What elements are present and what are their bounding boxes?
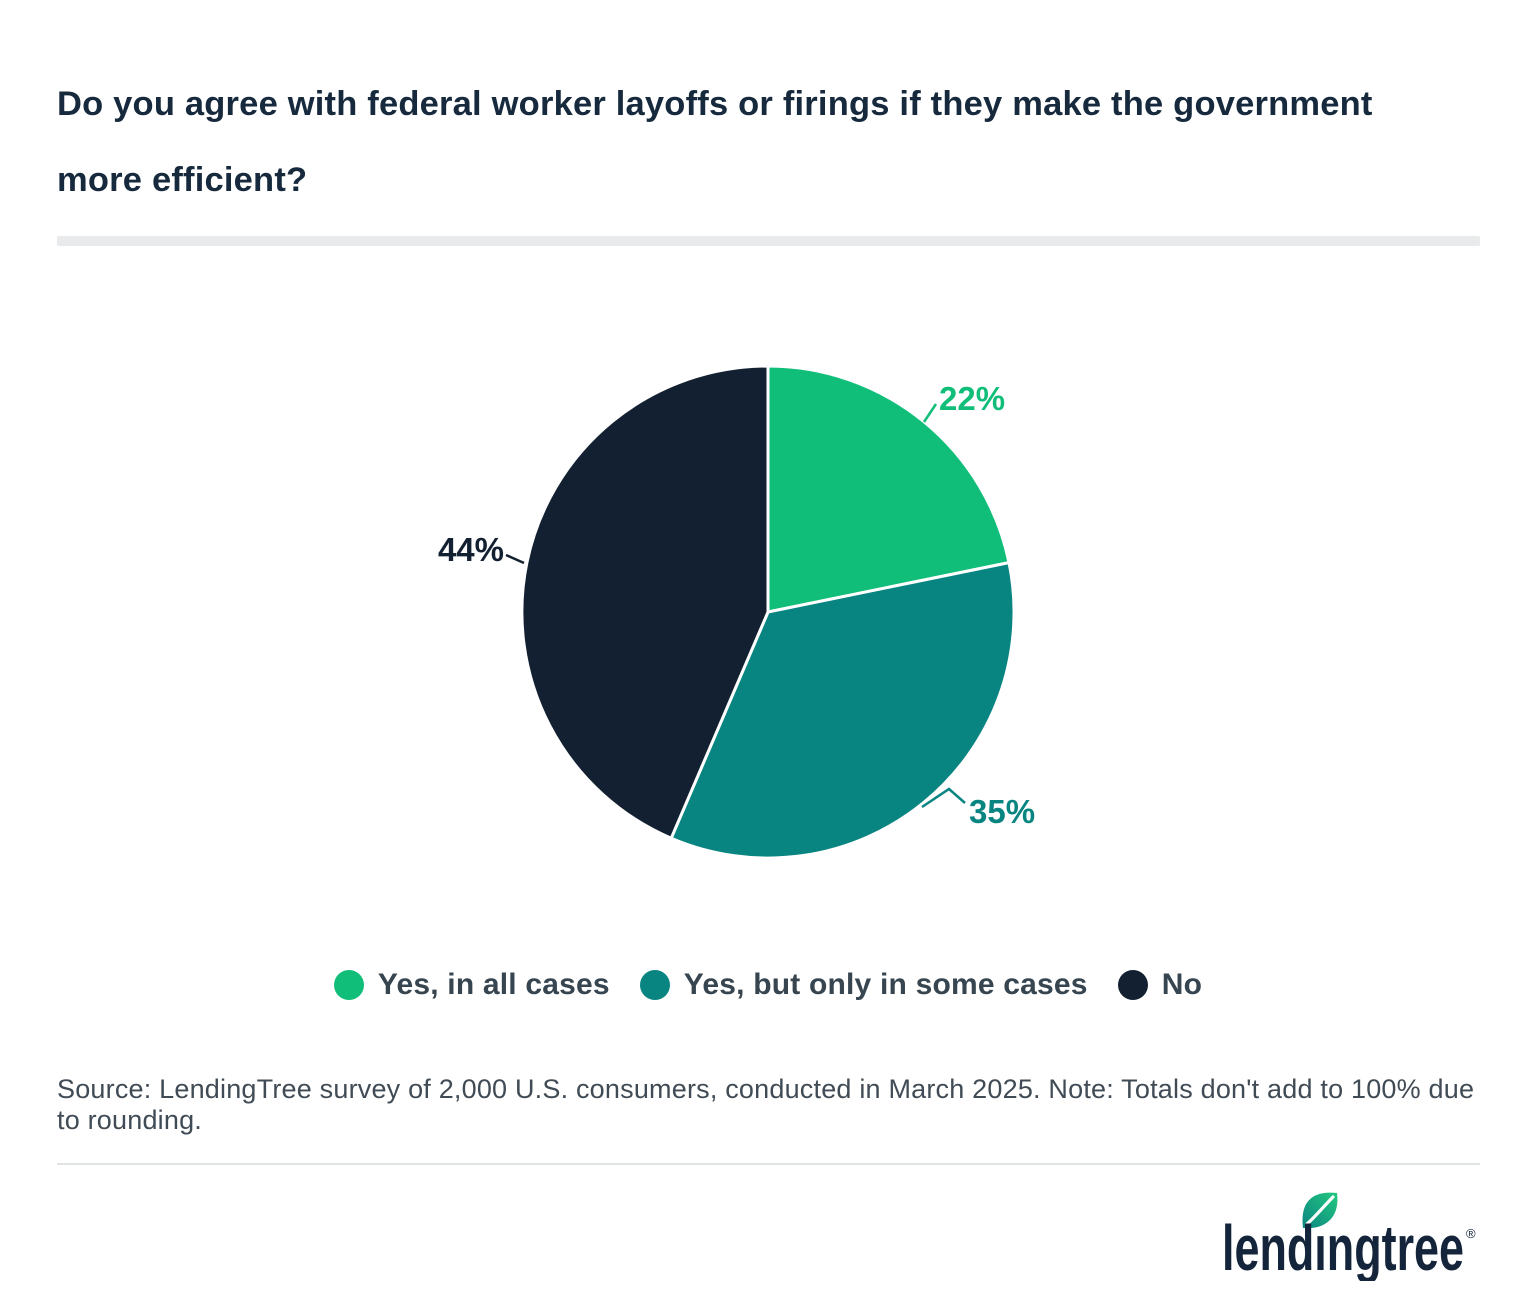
- pie-slice-label-1: 35%: [969, 793, 1035, 830]
- legend-dot-icon: [333, 970, 364, 1000]
- lendingtree-logo-svg: lendıngtree ®: [1222, 1192, 1476, 1284]
- pie-chart: 22% 35% 44%: [400, 340, 1140, 880]
- pie-slice-2: [520, 364, 770, 840]
- legend-label: Yes, but only in some cases: [683, 968, 1088, 1001]
- chart-title: Do you agree with federal worker layoffs…: [57, 85, 1373, 199]
- legend-label: Yes, in all cases: [377, 968, 610, 1001]
- legend-dot-icon: [639, 970, 670, 1000]
- chart-legend: Yes, in all cases Yes, but only in some c…: [0, 962, 1536, 1008]
- legend-item-0: Yes, in all cases: [333, 968, 610, 1002]
- legend-item-1: Yes, but only in some cases: [639, 968, 1088, 1002]
- legend-label: No: [1161, 968, 1203, 1001]
- source-note: Source: LendingTree survey of 2,000 U.S.…: [57, 1074, 1475, 1135]
- logo-registered-mark: ®: [1466, 1226, 1476, 1241]
- pie-slice-label-0: 22%: [939, 380, 1005, 417]
- label-leader-line-1: [921, 787, 966, 809]
- lendingtree-logo: lendıngtree ®: [1214, 1186, 1484, 1284]
- pie-chart-svg: 22% 35% 44%: [438, 364, 1035, 860]
- footer-divider: [57, 1163, 1480, 1165]
- pie-slice-1: [669, 561, 1016, 860]
- pie-slice-label-2: 44%: [438, 531, 504, 568]
- logo-wordmark-text: lendıngtree: [1222, 1212, 1464, 1281]
- legend-item-2: No: [1117, 968, 1203, 1002]
- leaf-icon: [1302, 1192, 1338, 1229]
- title-divider: [57, 236, 1480, 246]
- label-leader-line-2: [505, 553, 525, 565]
- legend-dot-icon: [1117, 970, 1148, 1000]
- label-leader-line-0: [922, 403, 938, 423]
